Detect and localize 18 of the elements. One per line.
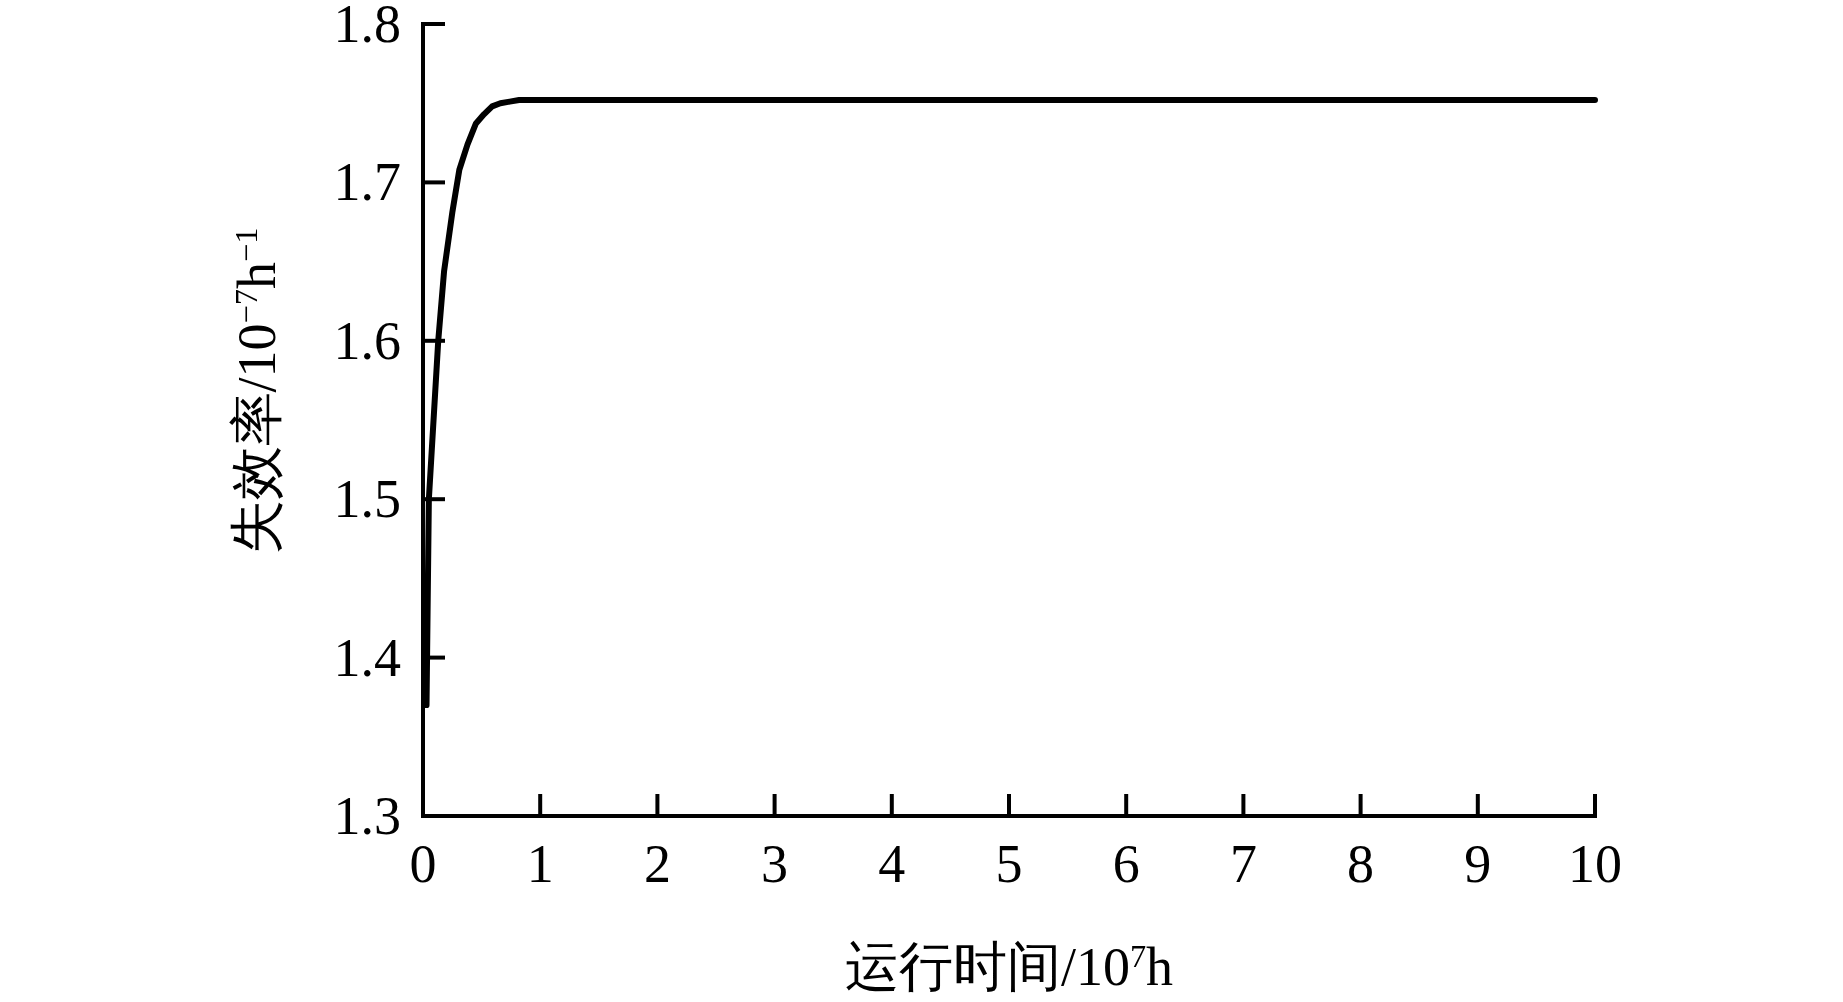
x-tick-label: 2 <box>643 834 671 894</box>
x-tick-label: 6 <box>1112 834 1140 894</box>
x-tick-label: 1 <box>526 834 554 894</box>
x-tick-label: 7 <box>1229 834 1257 894</box>
y-tick-label: 1.6 <box>333 310 401 371</box>
x-tick-label: 4 <box>878 834 906 894</box>
x-tick-label: 10 <box>1568 834 1622 894</box>
y-tick-label: 1.5 <box>333 469 401 530</box>
x-tick-label: 0 <box>409 834 437 894</box>
x-tick-label: 3 <box>761 834 789 894</box>
x-tick-label: 5 <box>995 834 1023 894</box>
y-tick-label: 1.8 <box>333 0 401 54</box>
x-tick-label: 8 <box>1347 834 1375 894</box>
y-tick-label: 1.7 <box>333 152 401 213</box>
y-tick-label: 1.3 <box>333 786 401 846</box>
y-tick-label: 1.4 <box>333 627 401 688</box>
x-axis-title: 运行时间/10$^{7}$h <box>844 937 1174 997</box>
x-tick-label: 9 <box>1464 834 1492 894</box>
